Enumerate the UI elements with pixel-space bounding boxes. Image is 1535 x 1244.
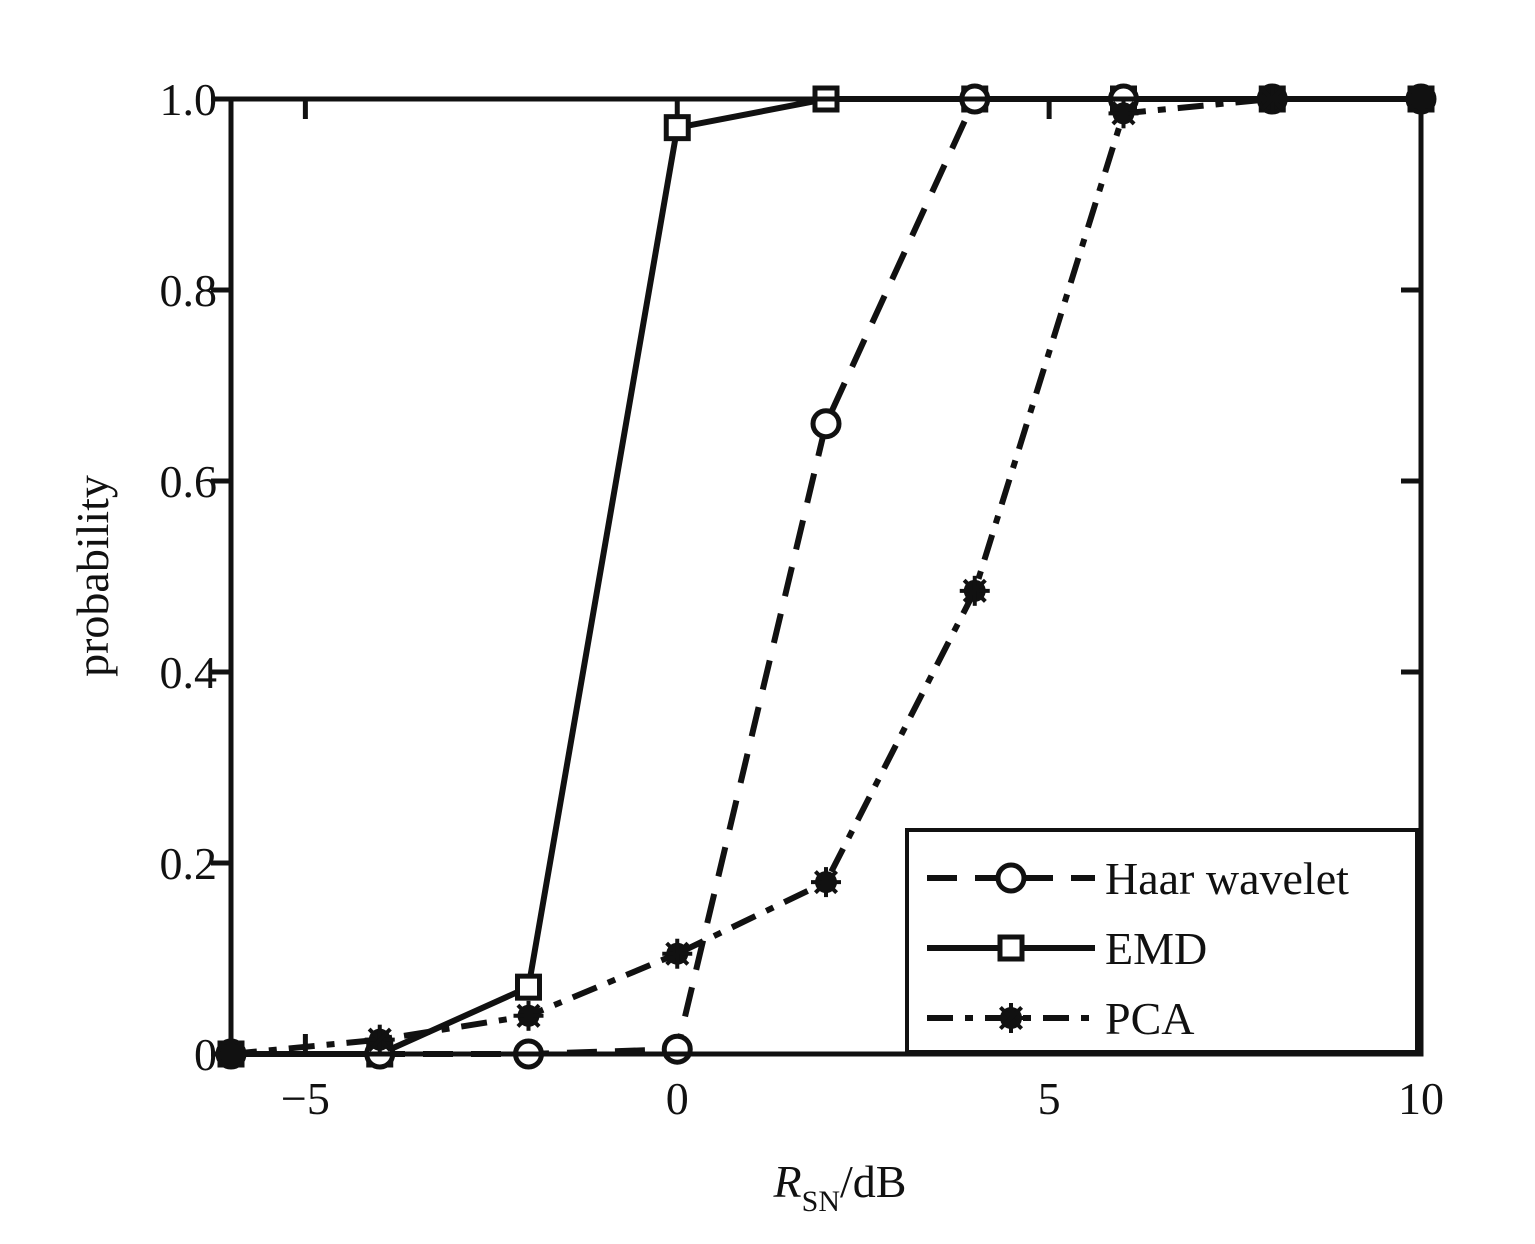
tick-labels: −5 0 5 10 0 0.2 0.4 0.6 0.8 1.0 (160, 74, 1445, 1124)
x-axis-label: RSN/dB (773, 1156, 907, 1218)
legend-label: Haar wavelet (1105, 853, 1349, 904)
x-axis-label-subscript: SN (802, 1185, 840, 1218)
legend: Haar wavelet EMD PCA (905, 828, 1419, 1054)
y-tick-label: 0.4 (160, 647, 218, 698)
data-point-circle (661, 1033, 693, 1065)
legend-item: PCA (927, 993, 1194, 1044)
y-tick-label: 0.8 (160, 265, 218, 316)
data-point-star (1108, 98, 1139, 129)
x-axis-label-unit: /dB (840, 1156, 906, 1207)
legend-item: Haar wavelet (927, 853, 1349, 904)
data-point-star (662, 938, 693, 969)
legend-label: EMD (1105, 923, 1207, 974)
y-tick-label: 0 (194, 1029, 217, 1080)
x-tick-label: 10 (1398, 1073, 1444, 1124)
data-point-star (959, 575, 990, 606)
x-tick-label: 5 (1038, 1073, 1061, 1124)
x-axis-label-main: R (773, 1156, 802, 1207)
series-line (230, 96, 1421, 1057)
y-axis-label: probability (67, 475, 118, 677)
legend-box (905, 828, 1419, 1054)
data-point-circle (995, 862, 1027, 894)
data-point-square (663, 114, 691, 142)
y-tick-label: 0.6 (160, 456, 218, 507)
legend-label: PCA (1105, 993, 1194, 1044)
data-point-star (996, 1003, 1026, 1033)
y-tick-label: 0.2 (160, 838, 218, 889)
plot-area-frame (228, 96, 1424, 1057)
data-point-square (997, 934, 1025, 962)
data-point-star (513, 1000, 544, 1031)
legend-item: EMD (927, 923, 1207, 974)
x-tick-label: 0 (666, 1073, 689, 1124)
data-point-star (811, 867, 841, 898)
data-point-square (515, 973, 542, 1001)
data-point-star (364, 1024, 395, 1055)
x-tick-label: −5 (281, 1073, 330, 1124)
y-tick-label: 1.0 (160, 74, 218, 125)
data-point-circle (810, 408, 842, 440)
